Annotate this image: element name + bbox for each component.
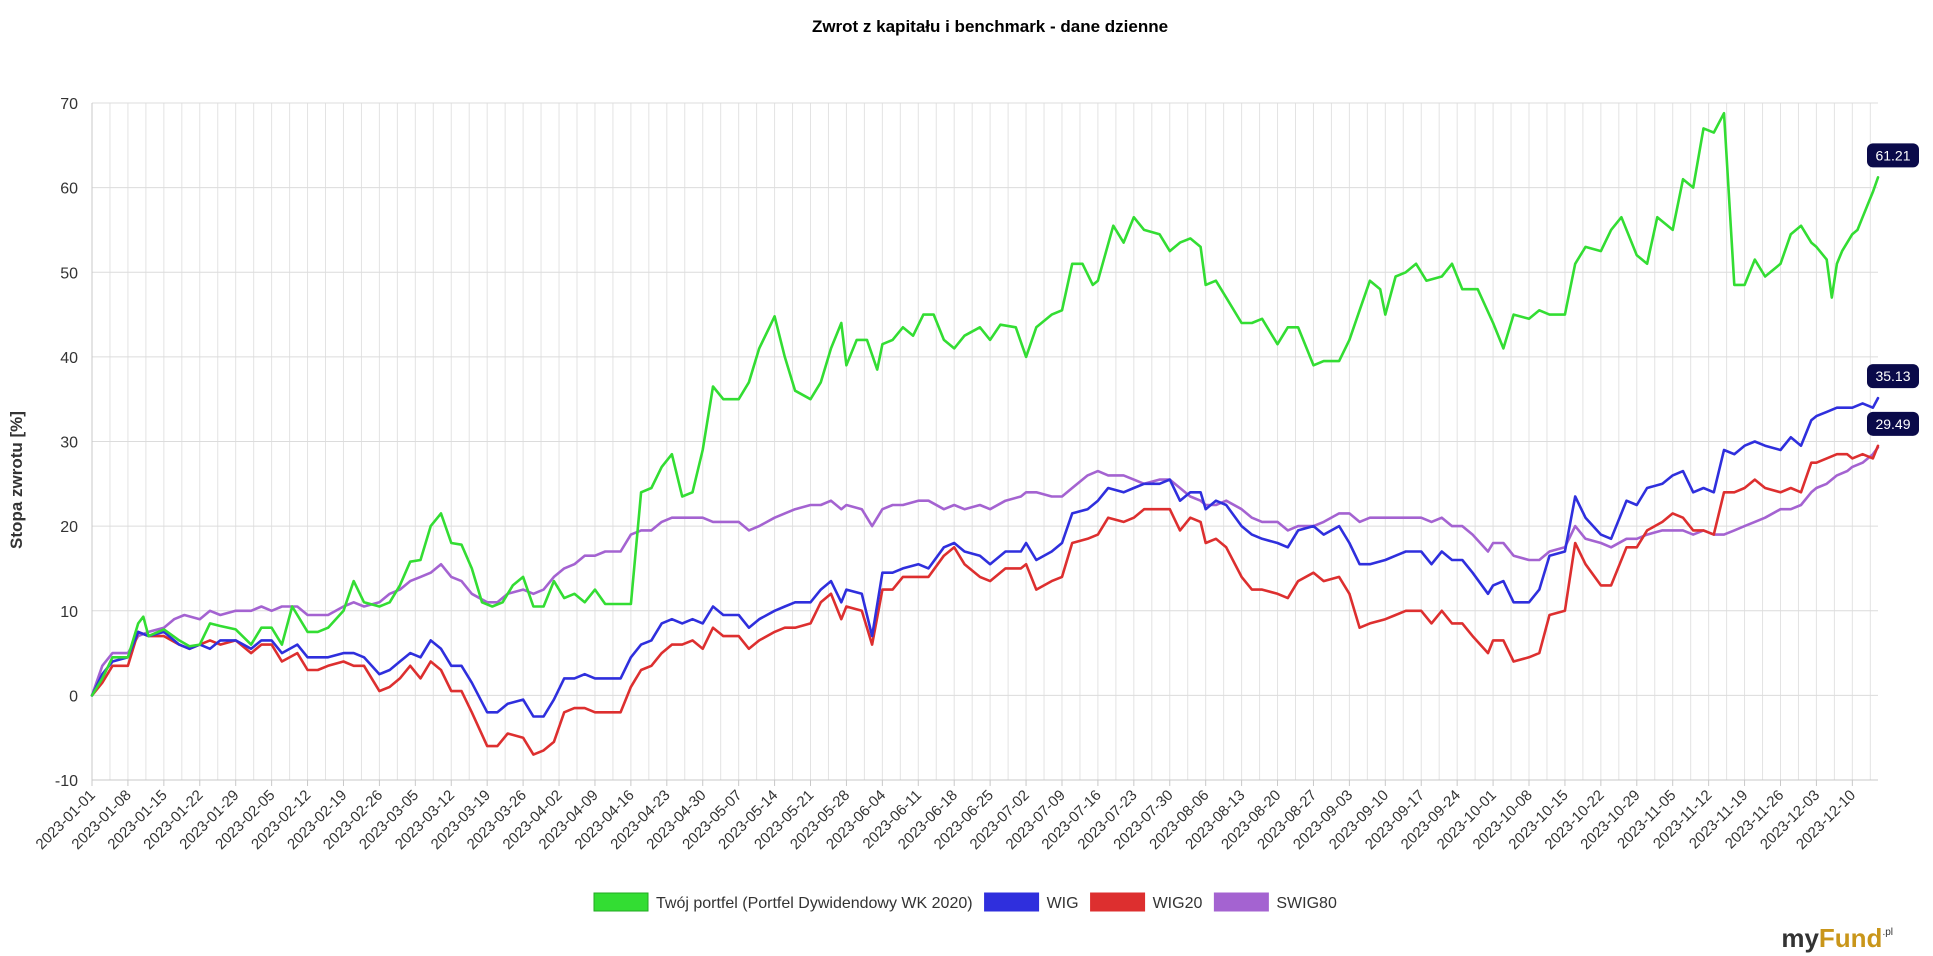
legend-item: SWIG80	[1213, 892, 1337, 912]
y-tick-label: -10	[55, 773, 78, 790]
end-value-badge	[1867, 411, 1919, 436]
y-tick-label: 30	[60, 435, 78, 452]
y-tick-label: 40	[60, 350, 78, 367]
svg-text:myFund.pl: myFund.pl	[1781, 923, 1893, 953]
chart-title: Zwrot z kapitału i benchmark - dane dzie…	[812, 17, 1168, 36]
legend-label: Twój portfel (Portfel Dywidendowy WK 202…	[656, 895, 973, 912]
end-labels: 61.21 35.13 29.49	[1867, 143, 1919, 436]
y-tick-label: 0	[69, 688, 78, 705]
y-tick-label: 20	[60, 519, 78, 536]
y-tick-label: 50	[60, 265, 78, 282]
logo-part-my: my	[1781, 923, 1819, 953]
end-value-badge	[1867, 143, 1919, 168]
myfund-logo: myFund.pl	[1781, 923, 1893, 953]
legend-swatch	[1213, 892, 1269, 912]
end-value-text: 35.13	[1875, 368, 1910, 384]
series-line-tw-j-portfel-portfel-dywidendowy-wk-2020	[90, 111, 1880, 697]
y-tick-label: 60	[60, 181, 78, 198]
end-value-label: 29.49	[1867, 411, 1919, 436]
legend-swatch	[984, 892, 1040, 912]
series-line-wig	[90, 396, 1880, 718]
legend: Twój portfel (Portfel Dywidendowy WK 202…	[593, 892, 1337, 912]
axes: -100102030405060702023-01-012023-01-0820…	[33, 96, 1878, 853]
end-value-label: 35.13	[1867, 364, 1919, 389]
logo-part-suffix: .pl	[1882, 927, 1893, 938]
series-line-swig80	[90, 446, 1880, 697]
end-value-text: 29.49	[1875, 416, 1910, 432]
series-lines	[90, 111, 1880, 756]
y-axis-label: Stopa zwrotu [%]	[7, 411, 26, 549]
legend-item: WIG	[984, 892, 1079, 912]
legend-item: WIG20	[1090, 892, 1203, 912]
end-value-label: 61.21	[1867, 143, 1919, 168]
logo-part-fund: Fund	[1819, 923, 1883, 953]
y-tick-label: 10	[60, 604, 78, 621]
end-value-badge	[1867, 364, 1919, 389]
legend-label: SWIG80	[1276, 895, 1337, 912]
y-tick-label: 70	[60, 96, 78, 113]
legend-swatch	[1090, 892, 1146, 912]
legend-label: WIG	[1047, 895, 1079, 912]
series-line-wig20	[90, 444, 1880, 756]
legend-swatch	[593, 892, 649, 912]
end-value-text: 61.21	[1875, 147, 1910, 163]
legend-item: Twój portfel (Portfel Dywidendowy WK 202…	[593, 892, 973, 912]
legend-label: WIG20	[1153, 895, 1203, 912]
grid	[91, 102, 1878, 781]
